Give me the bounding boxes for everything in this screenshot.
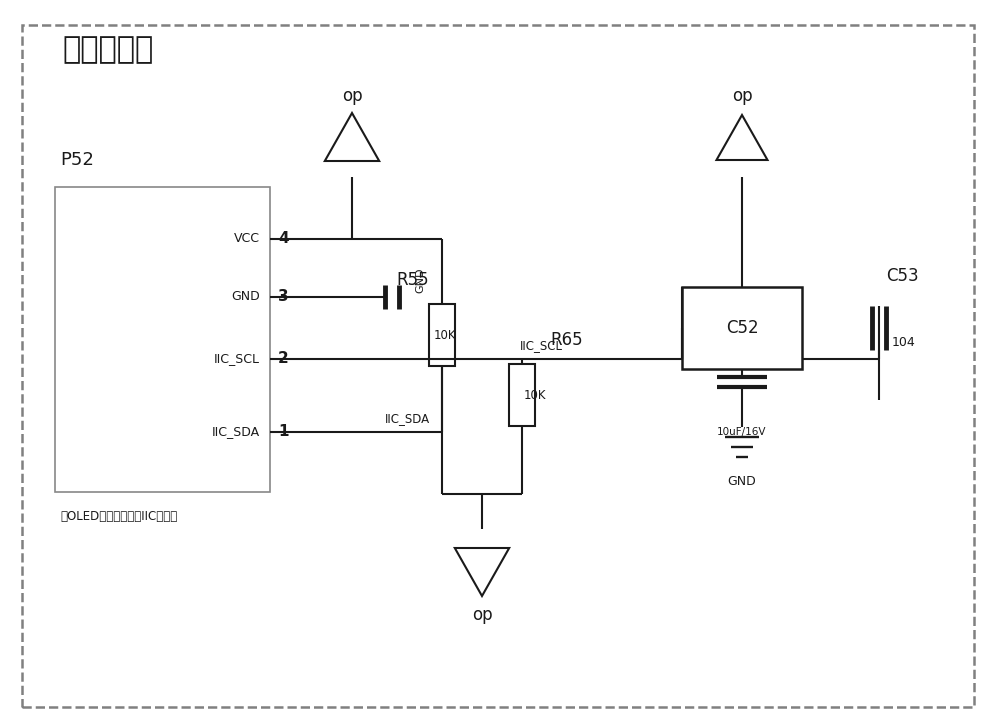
Bar (682, 287, 802, 369)
Text: R65: R65 (550, 332, 583, 350)
Text: R55: R55 (396, 271, 429, 289)
Text: P52: P52 (60, 151, 94, 169)
Text: IIC_SDA: IIC_SDA (385, 412, 430, 425)
Text: 1: 1 (278, 425, 288, 440)
Text: op: op (472, 606, 492, 624)
Text: 显示屏模块: 显示屏模块 (62, 35, 153, 64)
Polygon shape (716, 115, 768, 160)
Polygon shape (455, 548, 509, 596)
Text: 4: 4 (278, 231, 289, 246)
Text: IIC_SDA: IIC_SDA (212, 425, 260, 438)
Text: 2: 2 (278, 351, 289, 366)
Text: GND: GND (415, 268, 425, 293)
Text: op: op (342, 87, 362, 105)
Text: 接OLED显示屏模块（IIC接口）: 接OLED显示屏模块（IIC接口） (60, 510, 177, 523)
Text: 10uF/16V: 10uF/16V (717, 427, 767, 437)
Bar (509, 364, 535, 427)
Text: 3: 3 (278, 289, 289, 305)
Text: C53: C53 (886, 267, 919, 285)
Text: op: op (732, 87, 752, 105)
Bar (55, 187, 270, 492)
Text: GND: GND (728, 475, 756, 488)
Text: 10K: 10K (434, 329, 456, 342)
Text: GND: GND (231, 291, 260, 303)
Text: 104: 104 (892, 336, 916, 349)
Bar (429, 305, 455, 366)
Text: VCC: VCC (234, 233, 260, 246)
Polygon shape (325, 113, 379, 161)
Text: IIC_SCL: IIC_SCL (214, 353, 260, 366)
Text: C52: C52 (726, 319, 758, 337)
Text: IIC_SCL: IIC_SCL (520, 339, 563, 352)
Text: 10K: 10K (524, 389, 546, 402)
